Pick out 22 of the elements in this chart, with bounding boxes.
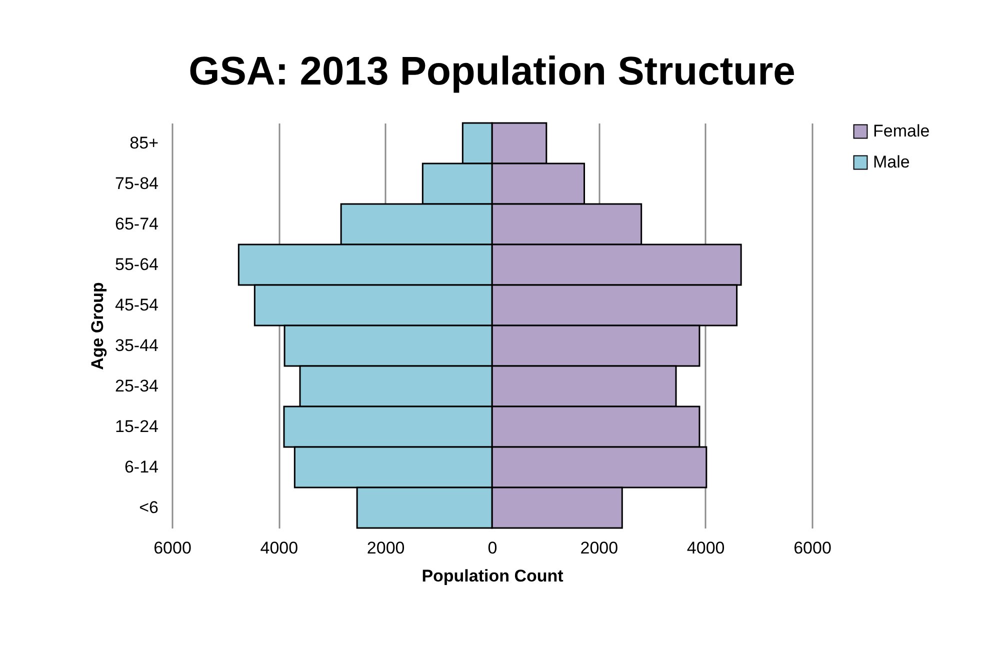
y-tick-label: 65-74: [115, 214, 158, 234]
x-tick-label: 2000: [580, 538, 618, 558]
x-axis-title: Population Count: [422, 566, 564, 586]
x-tick-label: 0: [488, 538, 498, 558]
y-tick-label: 15-24: [115, 416, 158, 436]
legend-label: Female: [873, 122, 930, 140]
legend-label: Male: [873, 152, 910, 172]
y-tick-label: 35-44: [115, 336, 158, 355]
x-tick-label: 6000: [794, 538, 832, 558]
y-tick-label: 85+: [130, 133, 159, 152]
y-tick-label: 55-64: [115, 254, 158, 274]
y-tick-label: 75-84: [115, 174, 158, 193]
x-tick-label: 2000: [366, 538, 405, 558]
y-tick-label: 6-14: [124, 457, 158, 476]
x-tick-label: 6000: [154, 538, 192, 558]
y-axis-title: Age Group: [88, 282, 108, 370]
chart-title: GSA: 2013 Population Structure: [188, 49, 796, 94]
y-tick-label: 25-34: [115, 376, 158, 396]
x-tick-label: 4000: [260, 538, 298, 558]
y-tick-label: <6: [139, 498, 158, 517]
x-tick-label: 4000: [686, 538, 725, 558]
y-tick-label: 45-54: [115, 295, 158, 314]
